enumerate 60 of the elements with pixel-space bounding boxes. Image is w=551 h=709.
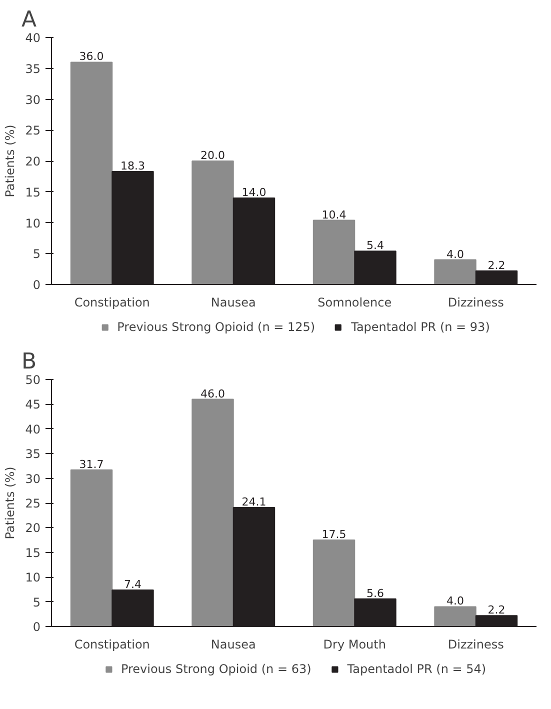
legend-label: Previous Strong Opioid (n = 125) xyxy=(117,320,316,334)
bar xyxy=(192,160,234,284)
y-tick-label: 25 xyxy=(25,496,41,510)
y-tick-label: 20 xyxy=(25,154,41,168)
y-tick-label: 15 xyxy=(25,546,41,560)
y-tick-label: 25 xyxy=(25,124,41,138)
text: 14.0 xyxy=(242,186,266,200)
text: 36.0 xyxy=(79,50,104,64)
text: 24.1 xyxy=(242,495,266,508)
bar xyxy=(192,398,234,626)
y-tick-label: 0 xyxy=(32,620,41,634)
text: 46.0 xyxy=(200,387,226,400)
y-tick-label: 35 xyxy=(25,62,41,76)
x-tick-label: Constipation xyxy=(74,296,150,310)
legend-label: Tapentadol PR (n = 93) xyxy=(351,320,490,334)
bar xyxy=(434,259,476,284)
y-axis-title: Patients (%) xyxy=(3,466,18,540)
x-tick-label: Dizziness xyxy=(448,638,504,652)
text: 17.5 xyxy=(322,528,346,542)
text: 18.3 xyxy=(120,159,145,172)
y-axis-title: Patients (%) xyxy=(3,124,18,198)
text: 2.2 xyxy=(488,258,506,272)
legend-label: Previous Strong Opioid (n = 63) xyxy=(120,662,312,676)
x-tick-label: Nausea xyxy=(210,296,256,310)
text: 2.2 xyxy=(488,604,506,617)
y-tick-label: 50 xyxy=(25,373,41,387)
y-tick-label: 20 xyxy=(25,521,41,536)
x-tick-label: Dry Mouth xyxy=(323,638,386,652)
y-tick-label: 5 xyxy=(32,247,41,262)
y-tick-label: 35 xyxy=(25,447,41,462)
bar xyxy=(70,469,113,626)
text: 5.6 xyxy=(366,586,384,600)
chart-title: A xyxy=(22,8,37,32)
y-tick-label: 30 xyxy=(25,472,41,486)
text: 10.4 xyxy=(322,208,346,222)
text: 4.0 xyxy=(446,248,464,261)
y-tick-label: 45 xyxy=(25,398,41,412)
text: 5.4 xyxy=(366,239,384,252)
text: 31.7 xyxy=(79,458,104,471)
bar xyxy=(434,606,476,626)
x-tick-label: Constipation xyxy=(74,638,150,652)
bar xyxy=(312,220,356,284)
x-tick-label: Dizziness xyxy=(448,296,504,310)
text: 20.0 xyxy=(200,149,226,162)
x-tick-label: Nausea xyxy=(210,638,256,652)
x-tick-label: Somnolence xyxy=(318,296,392,310)
y-tick-label: 5 xyxy=(32,595,41,610)
y-tick-label: 0 xyxy=(32,278,41,292)
text: 7.4 xyxy=(124,578,142,591)
y-tick-label: 10 xyxy=(25,216,41,230)
chart-title: B xyxy=(22,350,37,374)
y-tick-label: 30 xyxy=(25,92,41,107)
y-tick-label: 10 xyxy=(25,570,41,585)
bar xyxy=(70,62,113,284)
bar xyxy=(312,540,356,626)
y-tick-label: 40 xyxy=(25,31,41,45)
y-tick-label: 40 xyxy=(25,422,41,436)
text: 4.0 xyxy=(446,594,464,608)
legend-label: Tapentadol PR (n = 54) xyxy=(347,662,486,676)
y-tick-label: 15 xyxy=(25,185,41,200)
